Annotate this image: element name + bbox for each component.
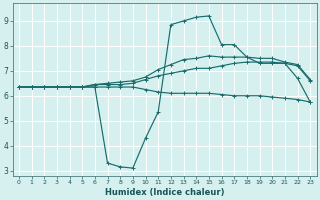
X-axis label: Humidex (Indice chaleur): Humidex (Indice chaleur) — [105, 188, 224, 197]
